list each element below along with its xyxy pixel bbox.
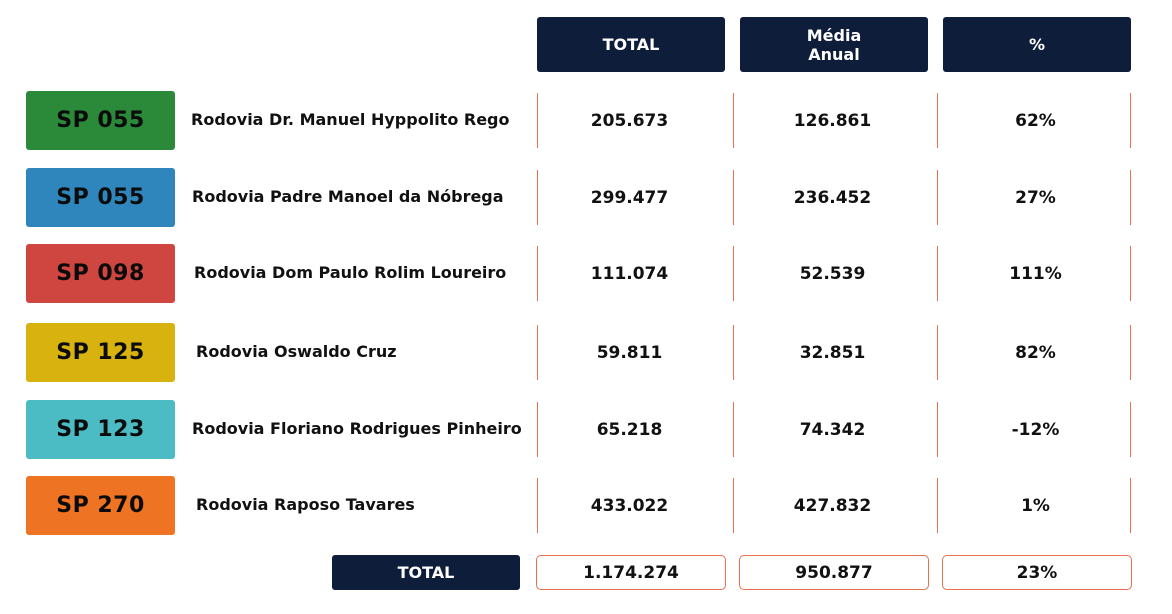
column-divider (537, 478, 538, 533)
road-name: Rodovia Oswaldo Cruz (196, 342, 397, 361)
road-name: Rodovia Raposo Tavares (196, 495, 415, 514)
column-divider (733, 478, 734, 533)
header-media-anual: Média Anual (740, 17, 928, 72)
column-divider (1130, 246, 1131, 301)
column-divider (937, 478, 938, 533)
cell-media: 74.342 (799, 420, 866, 440)
road-badge: SP 098 (26, 244, 175, 303)
column-divider (1130, 402, 1131, 457)
road-badge: SP 270 (26, 476, 175, 535)
column-divider (733, 93, 734, 148)
column-divider (1130, 93, 1131, 148)
column-divider (537, 93, 538, 148)
cell-total: 299.477 (590, 188, 669, 208)
header-percent: % (943, 17, 1131, 72)
column-divider (733, 246, 734, 301)
road-badge: SP 123 (26, 400, 175, 459)
cell-pct: 82% (1015, 343, 1056, 363)
column-divider (937, 402, 938, 457)
column-divider (937, 170, 938, 225)
cell-media: 126.861 (793, 111, 872, 131)
road-name: Rodovia Padre Manoel da Nóbrega (192, 187, 504, 206)
cell-total: 111.074 (590, 264, 669, 284)
cell-media: 236.452 (793, 188, 872, 208)
footer-percent-value: 23% (942, 555, 1132, 590)
road-badge: SP 055 (26, 91, 175, 150)
footer-total-value: 1.174.274 (536, 555, 726, 590)
column-divider (1130, 325, 1131, 380)
column-divider (733, 325, 734, 380)
road-name: Rodovia Floriano Rodrigues Pinheiro (192, 419, 522, 438)
column-divider (537, 170, 538, 225)
road-badge: SP 125 (26, 323, 175, 382)
column-divider (537, 402, 538, 457)
cell-total: 205.673 (590, 111, 669, 131)
cell-total: 433.022 (590, 496, 669, 516)
column-divider (733, 170, 734, 225)
column-divider (1130, 170, 1131, 225)
column-divider (537, 325, 538, 380)
cell-media: 427.832 (793, 496, 872, 516)
column-divider (733, 402, 734, 457)
column-divider (537, 246, 538, 301)
footer-media-value: 950.877 (739, 555, 929, 590)
column-divider (937, 246, 938, 301)
cell-media: 52.539 (799, 264, 866, 284)
road-badge: SP 055 (26, 168, 175, 227)
cell-total: 59.811 (596, 343, 663, 363)
cell-total: 65.218 (596, 420, 663, 440)
column-divider (1130, 478, 1131, 533)
road-name: Rodovia Dom Paulo Rolim Loureiro (194, 263, 507, 282)
column-divider (937, 325, 938, 380)
cell-pct: 1% (1021, 496, 1050, 516)
cell-pct: 62% (1015, 111, 1056, 131)
road-name: Rodovia Dr. Manuel Hyppolito Rego (191, 110, 510, 129)
cell-media: 32.851 (799, 343, 866, 363)
cell-pct: -12% (1011, 420, 1060, 440)
header-total: TOTAL (537, 17, 725, 72)
cell-pct: 27% (1015, 188, 1056, 208)
cell-pct: 111% (1009, 264, 1062, 284)
footer-total-label: TOTAL (332, 555, 520, 590)
column-divider (937, 93, 938, 148)
